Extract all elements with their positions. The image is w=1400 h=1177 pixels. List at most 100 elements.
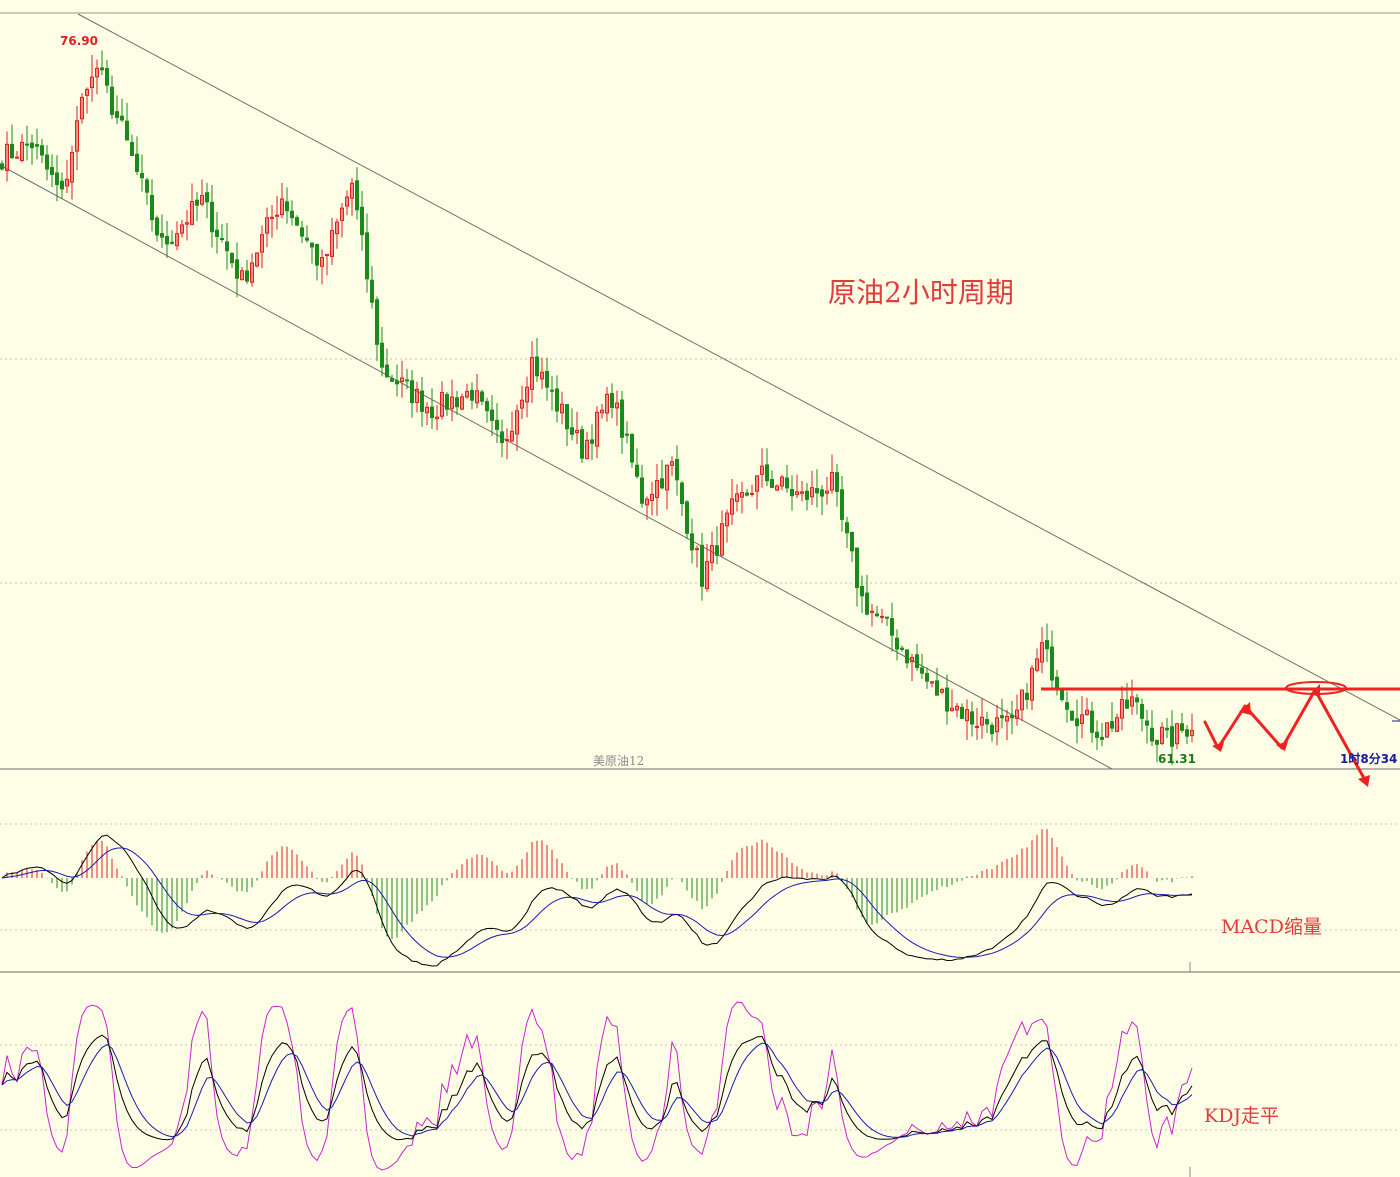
candle-down [860,585,864,597]
candle-up [1130,696,1134,707]
candle-up [425,406,429,414]
candle-down [315,244,319,266]
candle-down [160,233,164,238]
candle-down [220,238,224,241]
candle-down [305,237,309,241]
candle-down [215,229,219,237]
candle-down [120,115,124,121]
candle-down [245,270,249,282]
candle-down [885,616,889,619]
candle-down [845,522,849,534]
candle-up [725,512,729,527]
candle-up [95,67,99,78]
candle-down [230,253,234,264]
candle-up [930,681,934,684]
candle-up [1085,709,1089,715]
candle-up [415,388,419,403]
candle-down [765,464,769,482]
kdj-j-line [1,1001,1193,1171]
candle-up [870,610,874,613]
macd-note: MACD缩量 [1221,916,1322,938]
candle-down [235,259,239,279]
candle-up [450,396,454,409]
candle-down [700,544,704,587]
candle-down [495,419,499,430]
macd-dif-line [1,834,1193,967]
candle-down [1070,710,1074,721]
kdj-k-line [1,1034,1193,1141]
candle-up [530,357,534,390]
candle-down [620,399,624,438]
candle-down [55,172,59,185]
candle-up [525,386,529,403]
candle-down [1185,729,1189,737]
candle-up [1160,726,1164,744]
candle-down [500,431,504,444]
candle-down [1095,731,1099,738]
candle-up [180,224,184,234]
candle-down [895,637,899,650]
candle-up [750,492,754,495]
candle-up [650,493,654,501]
candle-down [375,299,379,345]
candle-down [1125,699,1129,709]
candle-up [760,465,764,475]
candle-up [265,217,269,234]
candle-up [510,430,514,442]
candle-down [100,67,104,71]
candle-down [925,673,929,682]
candle-down [1045,640,1049,650]
candle-up [260,234,264,253]
candle-down [1140,704,1144,719]
candle-down [430,406,434,419]
symbol-label: 美原油12 [593,754,644,768]
kdj-d-line [1,1042,1193,1138]
candle-up [190,200,194,225]
candle-up [200,194,204,205]
candle-up [735,493,739,502]
candle-down [310,242,314,248]
candle-down [225,241,229,252]
candle-down [365,232,369,280]
candle-down [165,236,169,245]
candle-up [280,198,284,216]
candle-up [185,222,189,225]
candle-up [585,439,589,460]
candle-down [960,706,964,719]
candle-down [985,719,989,725]
candle-up [505,439,509,442]
candle-down [715,545,719,556]
candle-up [810,487,814,498]
candle-down [295,217,299,226]
candle-down [10,143,14,159]
high-price-label: 76.90 [60,34,98,48]
candle-up [320,257,324,267]
candle-up [20,141,24,161]
candle-down [1110,721,1114,729]
candle-down [455,397,459,408]
candle-down [410,380,414,404]
candle-down [145,179,149,193]
candle-down [690,533,694,551]
candle-up [655,480,659,499]
candle-down [805,490,809,500]
candle-up [940,689,944,693]
candle-down [565,404,569,430]
candle-up [830,471,834,491]
candle-down [285,201,289,212]
candle-up [1040,642,1044,663]
candle-up [560,403,564,414]
candle-down [1150,727,1154,742]
candle-up [615,402,619,409]
candle-up [795,491,799,495]
candle-up [1035,658,1039,671]
candle-down [300,227,304,237]
candle-down [0,163,4,170]
candle-down [970,711,974,725]
candle-down [45,154,49,170]
candle-down [380,342,384,368]
candle-down [205,192,209,203]
candle-down [1075,718,1079,727]
candle-down [390,378,394,382]
candle-down [360,206,364,236]
